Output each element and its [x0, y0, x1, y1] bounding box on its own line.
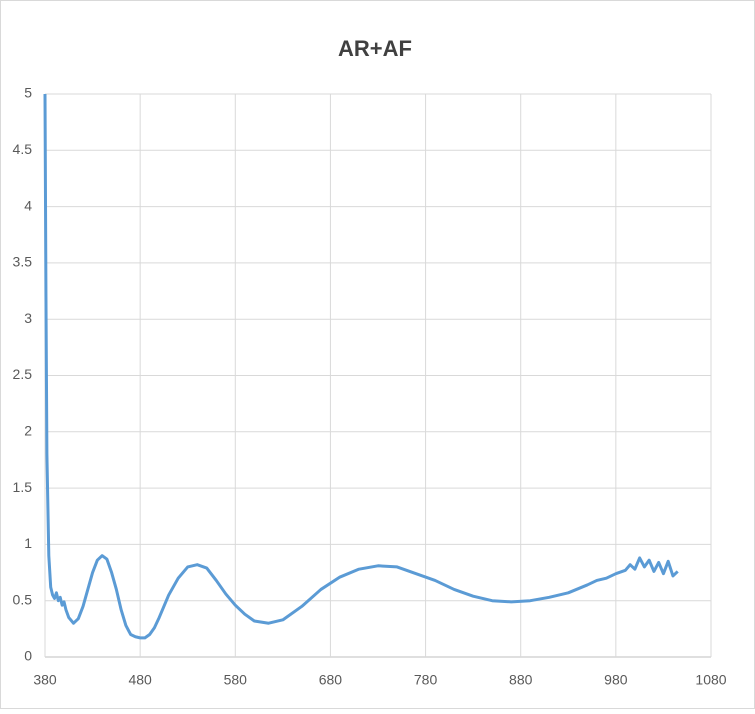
y-tick-label: 3 — [24, 310, 32, 326]
y-tick-label: 0 — [24, 648, 32, 664]
y-tick-label: 3.5 — [13, 254, 33, 270]
x-tick-label: 680 — [319, 672, 343, 688]
y-tick-label: 0.5 — [13, 591, 33, 607]
data-line — [43, 93, 679, 640]
y-tick-label: 5 — [24, 85, 32, 101]
x-tick-label: 480 — [128, 672, 152, 688]
x-tick-label: 980 — [604, 672, 628, 688]
y-tick-label: 2 — [24, 423, 32, 439]
y-tick-label: 4 — [24, 197, 32, 213]
x-tick-label: 380 — [33, 672, 57, 688]
x-tick-label: 580 — [224, 672, 248, 688]
x-tick-label: 880 — [509, 672, 533, 688]
y-tick-label: 2.5 — [13, 366, 33, 382]
y-tick-label: 1.5 — [13, 479, 33, 495]
y-tick-label: 1 — [24, 535, 32, 551]
y-tick-label: 4.5 — [13, 141, 33, 157]
chart-title: AR+AF — [338, 36, 412, 61]
x-tick-label: 1080 — [695, 672, 726, 688]
x-tick-label: 780 — [414, 672, 438, 688]
